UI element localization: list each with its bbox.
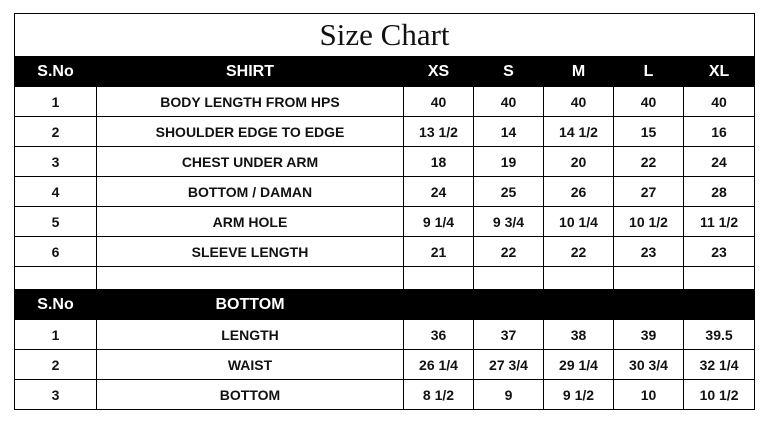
s-cell: 22 [473, 236, 544, 267]
measurement-cell: BODY LENGTH FROM HPS [96, 86, 404, 117]
header-measurement-cell: SHIRT [96, 56, 404, 87]
measurement-cell: LENGTH [96, 319, 404, 350]
s-cell: 14 [473, 116, 544, 147]
sno-cell: 4 [14, 176, 97, 207]
header-empty-cell [613, 289, 684, 320]
xs-cell: 9 1/4 [403, 206, 474, 237]
empty-cell [682, 266, 756, 290]
table-row: 5 ARM HOLE 9 1/4 9 3/4 10 1/4 10 1/2 11 1/2 [14, 206, 756, 237]
header-xl-cell: XL [682, 56, 756, 87]
sno-cell: 3 [14, 379, 97, 410]
xs-cell: 21 [403, 236, 474, 267]
sno-cell: 2 [14, 349, 97, 380]
blank-row [14, 266, 756, 290]
header-empty-cell [682, 289, 756, 320]
m-cell: 29 1/4 [543, 349, 614, 380]
l-cell: 23 [613, 236, 684, 267]
m-cell: 26 [543, 176, 614, 207]
xs-cell: 8 1/2 [403, 379, 474, 410]
header-empty-cell [403, 289, 474, 320]
xs-cell: 36 [403, 319, 474, 350]
s-cell: 27 3/4 [473, 349, 544, 380]
xl-cell: 28 [682, 176, 756, 207]
measurement-cell: CHEST UNDER ARM [96, 146, 404, 177]
empty-cell [403, 266, 474, 290]
m-cell: 9 1/2 [543, 379, 614, 410]
sno-cell: 2 [14, 116, 97, 147]
measurement-cell: WAIST [96, 349, 404, 380]
table-row: 6 SLEEVE LENGTH 21 22 22 23 23 [14, 236, 756, 267]
xs-cell: 18 [403, 146, 474, 177]
empty-cell [14, 266, 97, 290]
header-sno-cell: S.No [14, 56, 97, 87]
header-empty-cell [543, 289, 614, 320]
header-l-cell: L [613, 56, 684, 87]
xs-cell: 40 [403, 86, 474, 117]
xl-cell: 16 [682, 116, 756, 147]
empty-cell [543, 266, 614, 290]
s-cell: 9 3/4 [473, 206, 544, 237]
l-cell: 39 [613, 319, 684, 350]
l-cell: 10 [613, 379, 684, 410]
header-xs-cell: XS [403, 56, 474, 87]
m-cell: 38 [543, 319, 614, 350]
table-row: 2 SHOULDER EDGE TO EDGE 13 1/2 14 14 1/2 15 16 [14, 116, 756, 147]
chart-title: Size Chart [13, 13, 756, 57]
xl-cell: 23 [682, 236, 756, 267]
header-empty-cell [473, 289, 544, 320]
sno-cell: 6 [14, 236, 97, 267]
measurement-cell: ARM HOLE [96, 206, 404, 237]
xl-cell: 39.5 [682, 319, 756, 350]
s-cell: 19 [473, 146, 544, 177]
l-cell: 15 [613, 116, 684, 147]
xl-cell: 10 1/2 [682, 379, 756, 410]
table-row: 2 WAIST 26 1/4 27 3/4 29 1/4 30 3/4 32 1/4 [14, 349, 756, 380]
table-row: 3 CHEST UNDER ARM 18 19 20 22 24 [14, 146, 756, 177]
table-row: 1 LENGTH 36 37 38 39 39.5 [14, 319, 756, 350]
sno-cell: 5 [14, 206, 97, 237]
size-chart-table: Size Chart S.No SHIRT XS S M L XL 1 BODY LENGTH … [13, 13, 756, 410]
m-cell: 20 [543, 146, 614, 177]
measurement-cell: BOTTOM [96, 379, 404, 410]
empty-cell [96, 266, 404, 290]
bottom-header-row: S.No BOTTOM [14, 289, 756, 320]
measurement-cell: BOTTOM / DAMAN [96, 176, 404, 207]
xs-cell: 24 [403, 176, 474, 207]
m-cell: 40 [543, 86, 614, 117]
measurement-cell: SHOULDER EDGE TO EDGE [96, 116, 404, 147]
l-cell: 22 [613, 146, 684, 177]
xl-cell: 32 1/4 [682, 349, 756, 380]
s-cell: 40 [473, 86, 544, 117]
header-sno-cell: S.No [14, 289, 97, 320]
header-measurement-cell: BOTTOM [96, 289, 404, 320]
table-row: 3 BOTTOM 8 1/2 9 9 1/2 10 10 1/2 [14, 379, 756, 410]
m-cell: 22 [543, 236, 614, 267]
s-cell: 37 [473, 319, 544, 350]
l-cell: 30 3/4 [613, 349, 684, 380]
sno-cell: 3 [14, 146, 97, 177]
s-cell: 25 [473, 176, 544, 207]
m-cell: 14 1/2 [543, 116, 614, 147]
xl-cell: 40 [682, 86, 756, 117]
measurement-cell: SLEEVE LENGTH [96, 236, 404, 267]
xs-cell: 13 1/2 [403, 116, 474, 147]
header-m-cell: M [543, 56, 614, 87]
sno-cell: 1 [14, 86, 97, 117]
l-cell: 10 1/2 [613, 206, 684, 237]
empty-cell [473, 266, 544, 290]
xl-cell: 11 1/2 [682, 206, 756, 237]
l-cell: 27 [613, 176, 684, 207]
l-cell: 40 [613, 86, 684, 117]
xs-cell: 26 1/4 [403, 349, 474, 380]
xl-cell: 24 [682, 146, 756, 177]
table-row: 1 BODY LENGTH FROM HPS 40 40 40 40 40 [14, 86, 756, 117]
shirt-header-row: S.No SHIRT XS S M L XL [14, 56, 756, 87]
table-row: 4 BOTTOM / DAMAN 24 25 26 27 28 [14, 176, 756, 207]
m-cell: 10 1/4 [543, 206, 614, 237]
s-cell: 9 [473, 379, 544, 410]
header-s-cell: S [473, 56, 544, 87]
empty-cell [613, 266, 684, 290]
sno-cell: 1 [14, 319, 97, 350]
